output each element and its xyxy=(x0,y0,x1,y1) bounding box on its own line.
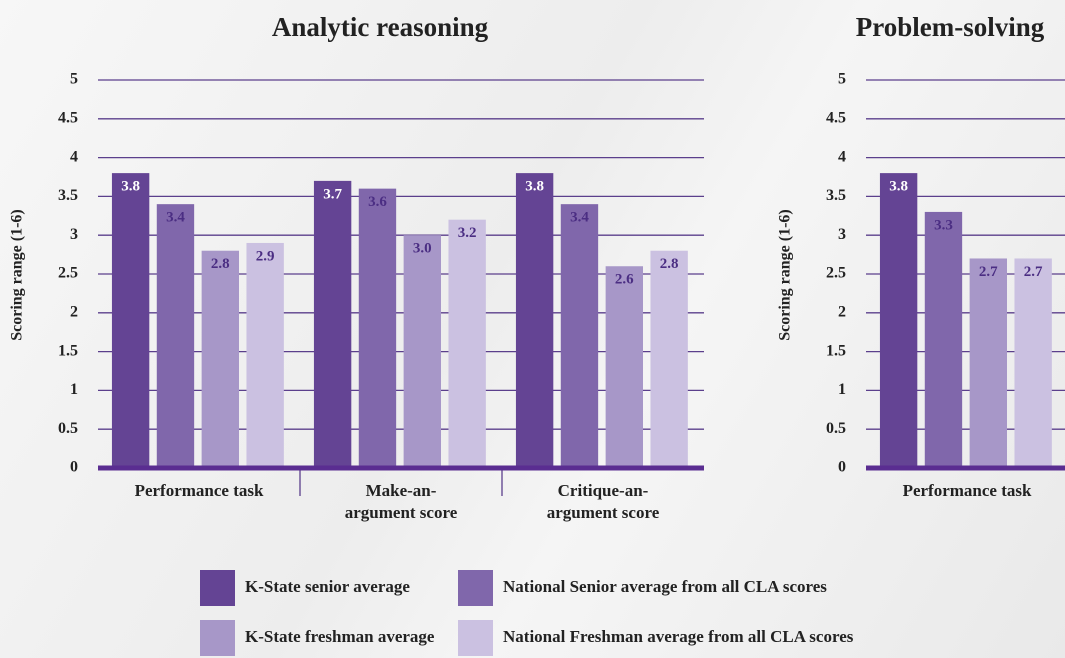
y-tick-label: 3 xyxy=(70,226,78,243)
y-tick-label: 0 xyxy=(838,459,846,476)
data-label: 3.2 xyxy=(458,225,477,241)
legend-label: K-State senior average xyxy=(245,577,410,596)
y-tick-label: 1.5 xyxy=(58,342,78,359)
bar xyxy=(969,258,1007,468)
x-tick-label: Performance task xyxy=(902,481,1032,500)
y-tick-label: 3.5 xyxy=(826,187,846,204)
legend-label: National Senior average from all CLA sco… xyxy=(503,577,827,596)
y-tick-label: 0.5 xyxy=(826,420,846,437)
data-label: 3.8 xyxy=(889,179,908,195)
bar xyxy=(201,250,239,468)
bar xyxy=(111,173,150,468)
data-label: 3.7 xyxy=(323,186,342,202)
y-tick-label: 3.5 xyxy=(58,187,78,204)
bar xyxy=(313,180,352,468)
chart-title: Problem-solving xyxy=(856,12,1045,42)
chart-title: Analytic reasoning xyxy=(272,12,489,42)
bar xyxy=(650,250,688,468)
data-label: 3.6 xyxy=(368,194,387,210)
legend-swatch xyxy=(458,570,493,606)
y-tick-label: 2.5 xyxy=(826,265,846,282)
y-axis-label: Scoring range (1-6) xyxy=(777,209,794,341)
bar xyxy=(1014,258,1052,468)
bar xyxy=(605,266,643,468)
data-label: 2.9 xyxy=(256,248,275,264)
data-label: 3.4 xyxy=(166,210,185,226)
legend-swatch xyxy=(458,620,493,656)
y-tick-label: 4.5 xyxy=(58,109,78,126)
bar xyxy=(358,188,397,468)
y-tick-label: 5 xyxy=(70,71,78,88)
y-tick-label: 2 xyxy=(70,303,78,320)
bar xyxy=(560,204,599,468)
bar xyxy=(246,242,284,468)
y-tick-label: 1 xyxy=(838,381,846,398)
x-tick-label: Make-an-argument score xyxy=(344,481,458,522)
x-tick-label: Critique-an-argument score xyxy=(546,481,660,522)
legend-swatch xyxy=(200,570,235,606)
y-tick-label: 1.5 xyxy=(826,342,846,359)
legend-label: National Freshman average from all CLA s… xyxy=(503,627,854,646)
data-label: 3.3 xyxy=(934,217,953,233)
bar xyxy=(879,173,918,468)
legend-label: K-State freshman average xyxy=(245,627,435,646)
data-label: 2.8 xyxy=(660,256,679,272)
bar xyxy=(156,204,195,468)
x-tick-label: Performance task xyxy=(134,481,264,500)
bar xyxy=(448,219,486,468)
bar xyxy=(924,211,963,469)
y-tick-label: 2 xyxy=(838,303,846,320)
y-tick-label: 0 xyxy=(70,459,78,476)
y-tick-label: 4 xyxy=(838,148,846,165)
data-label: 2.7 xyxy=(1024,264,1043,280)
data-label: 3.8 xyxy=(121,179,140,195)
y-tick-label: 4 xyxy=(70,148,78,165)
bar xyxy=(403,235,441,468)
y-tick-label: 4.5 xyxy=(826,109,846,126)
data-label: 2.6 xyxy=(615,272,634,288)
data-label: 3.0 xyxy=(413,241,432,257)
legend-swatch xyxy=(200,620,235,656)
y-tick-label: 2.5 xyxy=(58,265,78,282)
bar xyxy=(515,173,554,468)
data-label: 3.4 xyxy=(570,210,589,226)
y-tick-label: 5 xyxy=(838,71,846,88)
data-label: 3.8 xyxy=(525,179,544,195)
y-tick-label: 3 xyxy=(838,226,846,243)
y-tick-label: 1 xyxy=(70,381,78,398)
y-tick-label: 0.5 xyxy=(58,420,78,437)
data-label: 2.8 xyxy=(211,256,230,272)
y-axis-label: Scoring range (1-6) xyxy=(9,209,26,341)
data-label: 2.7 xyxy=(979,264,998,280)
